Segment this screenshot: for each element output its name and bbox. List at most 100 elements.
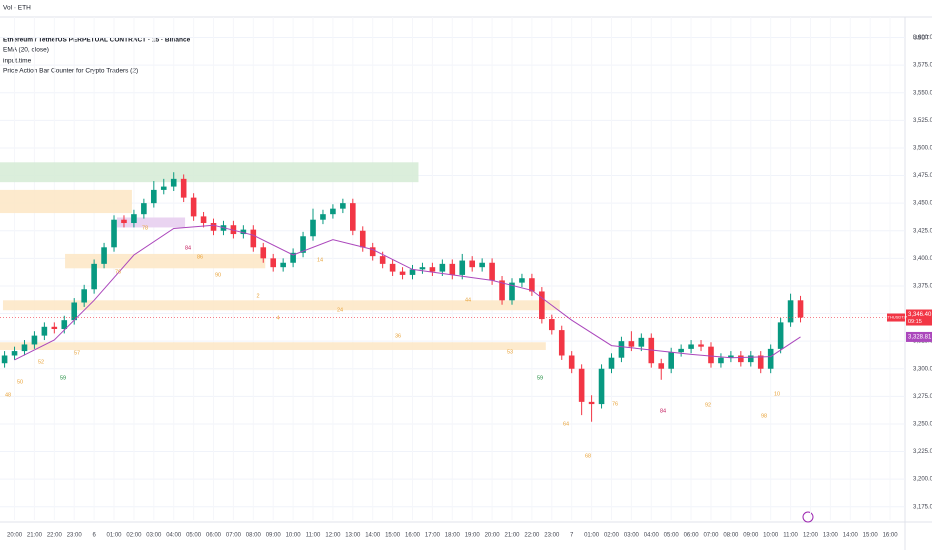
- x-tick-label: 20:00: [485, 533, 501, 539]
- x-tick-label: 04:00: [166, 533, 182, 539]
- candle-body: [260, 247, 267, 259]
- candle-body: [668, 352, 674, 369]
- candle-body: [190, 197, 197, 217]
- symbol-tag-box: [887, 313, 905, 322]
- x-tick-label: 05:00: [186, 533, 202, 539]
- bar-count-label: 50: [17, 379, 23, 385]
- x-tick-label: 16:00: [405, 533, 421, 539]
- y-tick-label: 3,550.00: [913, 90, 932, 96]
- candle-body: [678, 348, 684, 353]
- x-tick-label: 23:00: [544, 533, 560, 539]
- candle-body: [81, 289, 87, 303]
- symbol-tag: ETHUSDT.P: [885, 315, 908, 320]
- candle-body: [777, 322, 784, 349]
- bar-count-label: 84: [185, 245, 191, 251]
- candle-body: [131, 214, 137, 224]
- x-tick-label: 7: [570, 533, 574, 539]
- zone: [65, 253, 266, 269]
- candle-body: [389, 263, 396, 272]
- bar-count-label: 24: [337, 307, 343, 313]
- candle-body: [489, 262, 495, 281]
- candle-body: [250, 229, 257, 248]
- y-tick-label: 3,475.00: [913, 173, 932, 179]
- candle-body: [449, 263, 456, 275]
- candle-body: [210, 223, 217, 231]
- countdown-label: 09:15: [908, 319, 922, 325]
- bar-count-label: 78: [142, 225, 148, 231]
- candle-body: [350, 203, 356, 231]
- x-tick-label: 14:00: [365, 533, 381, 539]
- x-tick-label: 09:00: [743, 533, 759, 539]
- bar-count-label: 10: [774, 391, 780, 397]
- x-tick-label: 22:00: [47, 533, 63, 539]
- x-tick-label: 01:00: [107, 533, 123, 539]
- zone: [117, 217, 186, 228]
- candle-body: [797, 300, 804, 318]
- x-tick-label: 13:00: [823, 533, 839, 539]
- ema-line: [14, 224, 801, 361]
- ema-value-box: [906, 331, 932, 342]
- candle-body: [539, 291, 545, 320]
- y-tick-label: 3,300.00: [913, 366, 932, 372]
- zone: [2, 300, 560, 311]
- candle-body: [728, 355, 734, 358]
- candle-body: [787, 300, 794, 323]
- candle-body: [290, 252, 296, 263]
- candle-body: [767, 348, 774, 369]
- x-tick-label: 07:00: [703, 533, 719, 539]
- candle-body: [608, 357, 615, 369]
- bar-count-label: 98: [761, 413, 767, 419]
- x-tick-label: 12:00: [325, 533, 341, 539]
- candle-body: [151, 189, 157, 204]
- candle-body: [459, 260, 466, 275]
- candle-body: [31, 335, 38, 345]
- y-tick-label: 3,400.00: [913, 256, 932, 262]
- candle-body: [359, 230, 366, 248]
- x-tick-label: 21:00: [27, 533, 43, 539]
- bar-count-label: 2: [256, 293, 259, 299]
- candle-body: [41, 326, 48, 336]
- x-tick-label: 04:00: [644, 533, 660, 539]
- zone: [0, 189, 132, 214]
- x-tick-label: 10:00: [763, 533, 779, 539]
- x-tick-label: 22:00: [524, 533, 540, 539]
- y-tick-label: 3,225.00: [913, 449, 932, 455]
- candle-body: [718, 357, 724, 364]
- bar-count-label: 59: [60, 375, 66, 381]
- y-tick-label: 3,200.00: [913, 477, 932, 483]
- candle-body: [658, 363, 665, 369]
- candle-body: [688, 344, 694, 349]
- indicator-label: input.time: [3, 58, 32, 65]
- candle-body: [280, 262, 286, 268]
- bar-count-label: 44: [465, 297, 471, 303]
- x-tick-label: 08:00: [723, 533, 739, 539]
- candle-body: [558, 330, 565, 356]
- event-icon[interactable]: [802, 511, 814, 523]
- bar-count-label: 59: [537, 375, 543, 381]
- indicator-label: Price Action Bar Counter for Crypto Trad…: [3, 68, 138, 75]
- bar-count-label: 4: [276, 315, 279, 321]
- x-tick-label: 19:00: [465, 533, 481, 539]
- candle-body: [708, 346, 714, 364]
- top-bar[interactable]: Vol · ETH: [3, 5, 31, 12]
- candle-body: [479, 262, 485, 268]
- candle-body: [419, 267, 426, 270]
- x-tick-label: 12:00: [803, 533, 819, 539]
- candle-body: [588, 401, 595, 405]
- candle-body: [141, 203, 147, 215]
- candle-body: [469, 260, 475, 268]
- x-tick-label: 16:00: [883, 533, 899, 539]
- bar-count-label: 86: [197, 254, 203, 260]
- x-tick-label: 21:00: [504, 533, 520, 539]
- x-tick-label: 03:00: [146, 533, 162, 539]
- bar-count-label: 36: [395, 333, 401, 339]
- x-tick-label: 01:00: [584, 533, 600, 539]
- candle-body: [320, 214, 326, 220]
- candle-body: [399, 271, 406, 275]
- candle-body: [757, 355, 764, 369]
- candle-body: [330, 208, 336, 215]
- candle-body: [529, 278, 535, 292]
- candle-body: [61, 320, 68, 330]
